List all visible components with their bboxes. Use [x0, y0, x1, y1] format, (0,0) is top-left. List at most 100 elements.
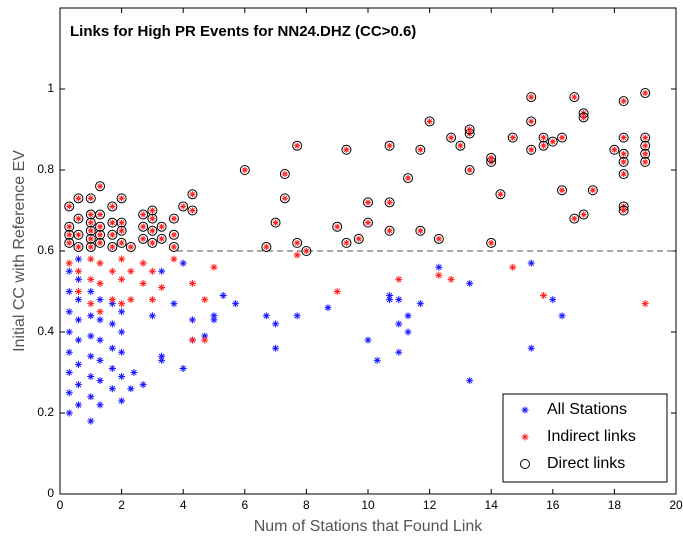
inner-asterisk [294, 142, 301, 149]
circle-marker [618, 132, 629, 143]
asterisk-marker [188, 316, 196, 324]
asterisk-marker [65, 288, 73, 295]
asterisk-marker [87, 288, 95, 295]
circle-marker [187, 205, 198, 216]
inner-asterisk [170, 231, 177, 238]
asterisk-marker [386, 296, 394, 304]
asterisk-marker [416, 300, 424, 308]
asterisk-marker [118, 300, 126, 308]
x-tick-label: 0 [57, 498, 64, 512]
asterisk-marker [293, 251, 301, 259]
inner-asterisk [109, 243, 116, 250]
inner-asterisk [571, 215, 578, 222]
asterisk-marker [201, 332, 209, 340]
circle-marker [384, 197, 395, 208]
asterisk-marker [148, 267, 156, 275]
circle-marker [178, 201, 189, 212]
asterisk-marker [466, 377, 474, 385]
circle-marker [138, 209, 149, 220]
asterisk-marker [87, 255, 95, 263]
asterisk-marker [158, 267, 166, 275]
inner-asterisk [87, 195, 94, 202]
asterisk-marker [373, 356, 381, 364]
circle-marker [332, 221, 343, 232]
asterisk-marker [74, 255, 82, 263]
inner-asterisk [386, 227, 393, 234]
inner-asterisk [466, 126, 473, 133]
inner-asterisk [87, 243, 94, 250]
inner-asterisk [386, 199, 393, 206]
asterisk-marker [130, 369, 138, 376]
asterisk-marker [262, 312, 270, 320]
inner-asterisk [170, 215, 177, 222]
circle-marker [578, 209, 589, 220]
circle-marker [618, 96, 629, 107]
circle-marker [95, 237, 106, 248]
inner-asterisk [559, 134, 566, 141]
asterisk-marker [395, 320, 403, 328]
asterisk-marker [96, 259, 104, 267]
inner-asterisk [549, 138, 556, 145]
inner-asterisk [642, 158, 649, 165]
inner-asterisk [241, 167, 248, 173]
y-tick-label: 0.4 [37, 324, 54, 338]
circle-marker [116, 193, 127, 204]
asterisk-marker [65, 328, 73, 336]
inner-asterisk [87, 211, 94, 218]
asterisk-marker [65, 369, 73, 376]
circle-marker [538, 140, 549, 151]
circle-marker [147, 237, 158, 248]
circle-marker [292, 140, 303, 151]
asterisk-marker [127, 267, 135, 275]
x-tick-label: 12 [423, 498, 437, 512]
asterisk-marker [65, 267, 73, 275]
circle-marker [73, 213, 84, 224]
asterisk-marker [272, 320, 280, 328]
inner-asterisk [149, 215, 156, 222]
inner-asterisk [189, 191, 196, 198]
inner-asterisk [109, 203, 116, 210]
circle-marker [618, 169, 629, 180]
x-tick-label: 14 [485, 498, 499, 512]
asterisk-marker [87, 275, 95, 283]
circle-marker [557, 185, 568, 196]
inner-asterisk [127, 243, 134, 250]
asterisk-marker [324, 304, 332, 312]
inner-asterisk [559, 187, 566, 194]
circle-marker [85, 241, 96, 252]
circle-marker [270, 217, 281, 228]
asterisk-marker [179, 364, 187, 372]
inner-asterisk [620, 134, 627, 141]
inner-asterisk [417, 146, 424, 153]
circle-marker [618, 205, 629, 216]
asterisk-marker [118, 373, 126, 381]
asterisk-marker [148, 312, 156, 320]
inner-asterisk [611, 146, 618, 153]
circle-marker [64, 237, 75, 248]
asterisk-marker [219, 292, 227, 300]
circle-marker [138, 221, 149, 232]
asterisk-marker [139, 259, 147, 267]
inner-asterisk [66, 203, 73, 210]
inner-asterisk [540, 134, 547, 141]
asterisk-marker [540, 292, 548, 300]
inner-asterisk [303, 248, 310, 254]
x-tick-label: 18 [608, 498, 622, 512]
circle-marker [424, 116, 435, 127]
circle-marker [85, 217, 96, 228]
asterisk-marker [87, 373, 95, 381]
asterisk-marker [87, 312, 95, 320]
inner-asterisk [97, 239, 104, 246]
inner-asterisk [66, 223, 73, 230]
circle-marker [239, 165, 250, 175]
asterisk-marker [558, 312, 566, 320]
inner-asterisk [97, 211, 104, 218]
asterisk-marker [210, 316, 218, 324]
inner-asterisk [343, 146, 350, 153]
circle-marker [261, 241, 272, 252]
asterisk-marker [170, 300, 178, 308]
circle-marker [147, 205, 158, 216]
asterisk-marker [395, 348, 403, 356]
legend-label: Indirect links [547, 428, 636, 445]
circle-marker [486, 237, 497, 248]
